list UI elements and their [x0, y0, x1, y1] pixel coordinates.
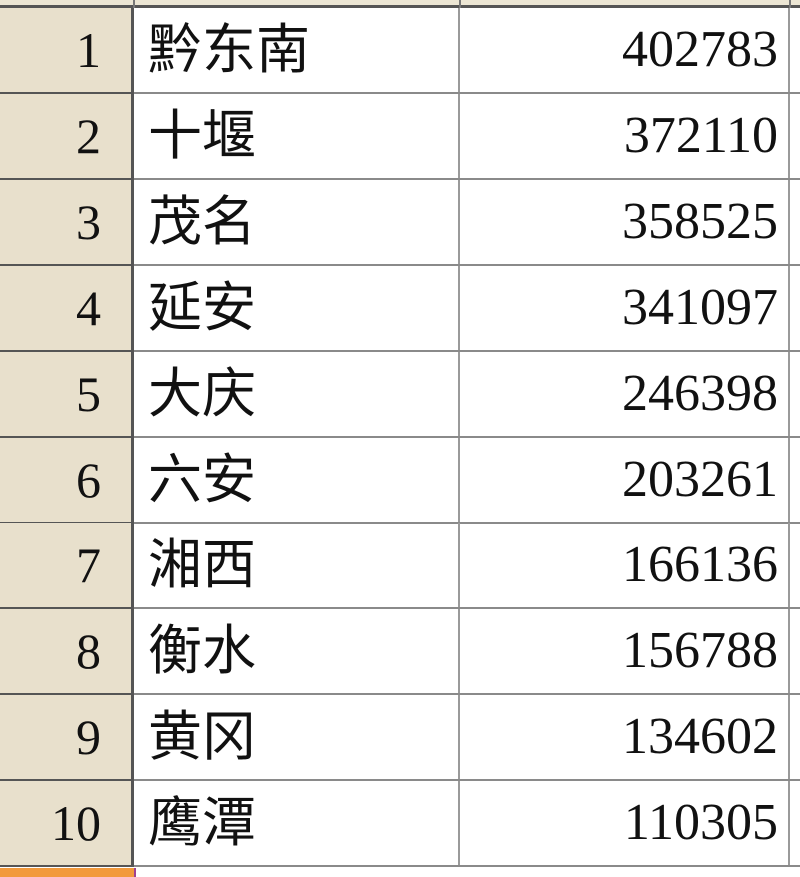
table-row: 4 延安 341097 — [0, 265, 800, 352]
city-cell[interactable]: 大庆 — [134, 351, 460, 436]
city-cell[interactable]: 湘西 — [134, 523, 460, 608]
row-header[interactable]: 8 — [0, 609, 134, 696]
value-cell[interactable]: 402783 — [460, 8, 790, 92]
column-header-strip — [0, 0, 800, 8]
value-cell[interactable]: 341097 — [460, 265, 790, 350]
row-header[interactable]: 7 — [0, 523, 134, 610]
table-row: 1 黔东南 402783 — [0, 8, 800, 94]
row-header[interactable]: 2 — [0, 93, 134, 180]
value-cell[interactable]: 372110 — [460, 93, 790, 178]
column-separator[interactable] — [133, 0, 135, 8]
row-header[interactable]: 6 — [0, 437, 134, 524]
next-row — [134, 868, 800, 877]
row-header[interactable]: 9 — [0, 695, 134, 782]
table-row: 8 衡水 156788 — [0, 609, 800, 696]
value-cell[interactable]: 134602 — [460, 695, 790, 780]
city-cell[interactable]: 六安 — [134, 437, 460, 522]
table-row: 3 茂名 358525 — [0, 179, 800, 266]
row-header[interactable]: 1 — [0, 8, 134, 94]
row-header[interactable]: 4 — [0, 265, 134, 352]
column-separator[interactable] — [789, 0, 791, 8]
city-cell[interactable]: 鹰潭 — [134, 781, 460, 866]
city-cell[interactable]: 衡水 — [134, 609, 460, 694]
table-row: 5 大庆 246398 — [0, 351, 800, 438]
value-cell[interactable]: 110305 — [460, 781, 790, 866]
value-cell[interactable]: 203261 — [460, 437, 790, 522]
row-header[interactable]: 5 — [0, 351, 134, 438]
row-header[interactable]: 10 — [0, 781, 134, 868]
table-row: 6 六安 203261 — [0, 437, 800, 524]
city-cell[interactable]: 黔东南 — [134, 8, 460, 92]
table-row: 9 黄冈 134602 — [0, 695, 800, 782]
value-cell[interactable]: 166136 — [460, 523, 790, 608]
column-separator[interactable] — [459, 0, 461, 8]
city-cell[interactable]: 十堰 — [134, 93, 460, 178]
city-cell[interactable]: 延安 — [134, 265, 460, 350]
table-row: 10 鹰潭 110305 — [0, 781, 800, 868]
city-cell[interactable]: 茂名 — [134, 179, 460, 264]
value-cell[interactable]: 358525 — [460, 179, 790, 264]
value-cell[interactable]: 156788 — [460, 609, 790, 694]
table-row: 2 十堰 372110 — [0, 93, 800, 180]
value-cell[interactable]: 246398 — [460, 351, 790, 436]
table-row: 7 湘西 166136 — [0, 523, 800, 610]
city-cell[interactable]: 黄冈 — [134, 695, 460, 780]
selected-row-header-indicator — [0, 868, 134, 877]
row-header[interactable]: 3 — [0, 179, 134, 266]
